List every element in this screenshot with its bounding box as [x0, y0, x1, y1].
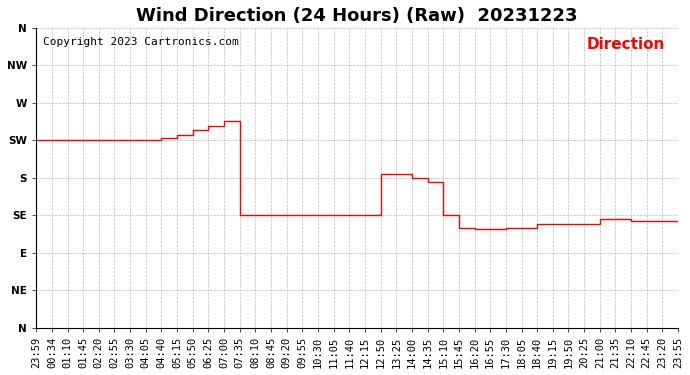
Text: Copyright 2023 Cartronics.com: Copyright 2023 Cartronics.com — [43, 37, 238, 47]
Text: Direction: Direction — [586, 37, 665, 52]
Title: Wind Direction (24 Hours) (Raw)  20231223: Wind Direction (24 Hours) (Raw) 20231223 — [137, 7, 578, 25]
